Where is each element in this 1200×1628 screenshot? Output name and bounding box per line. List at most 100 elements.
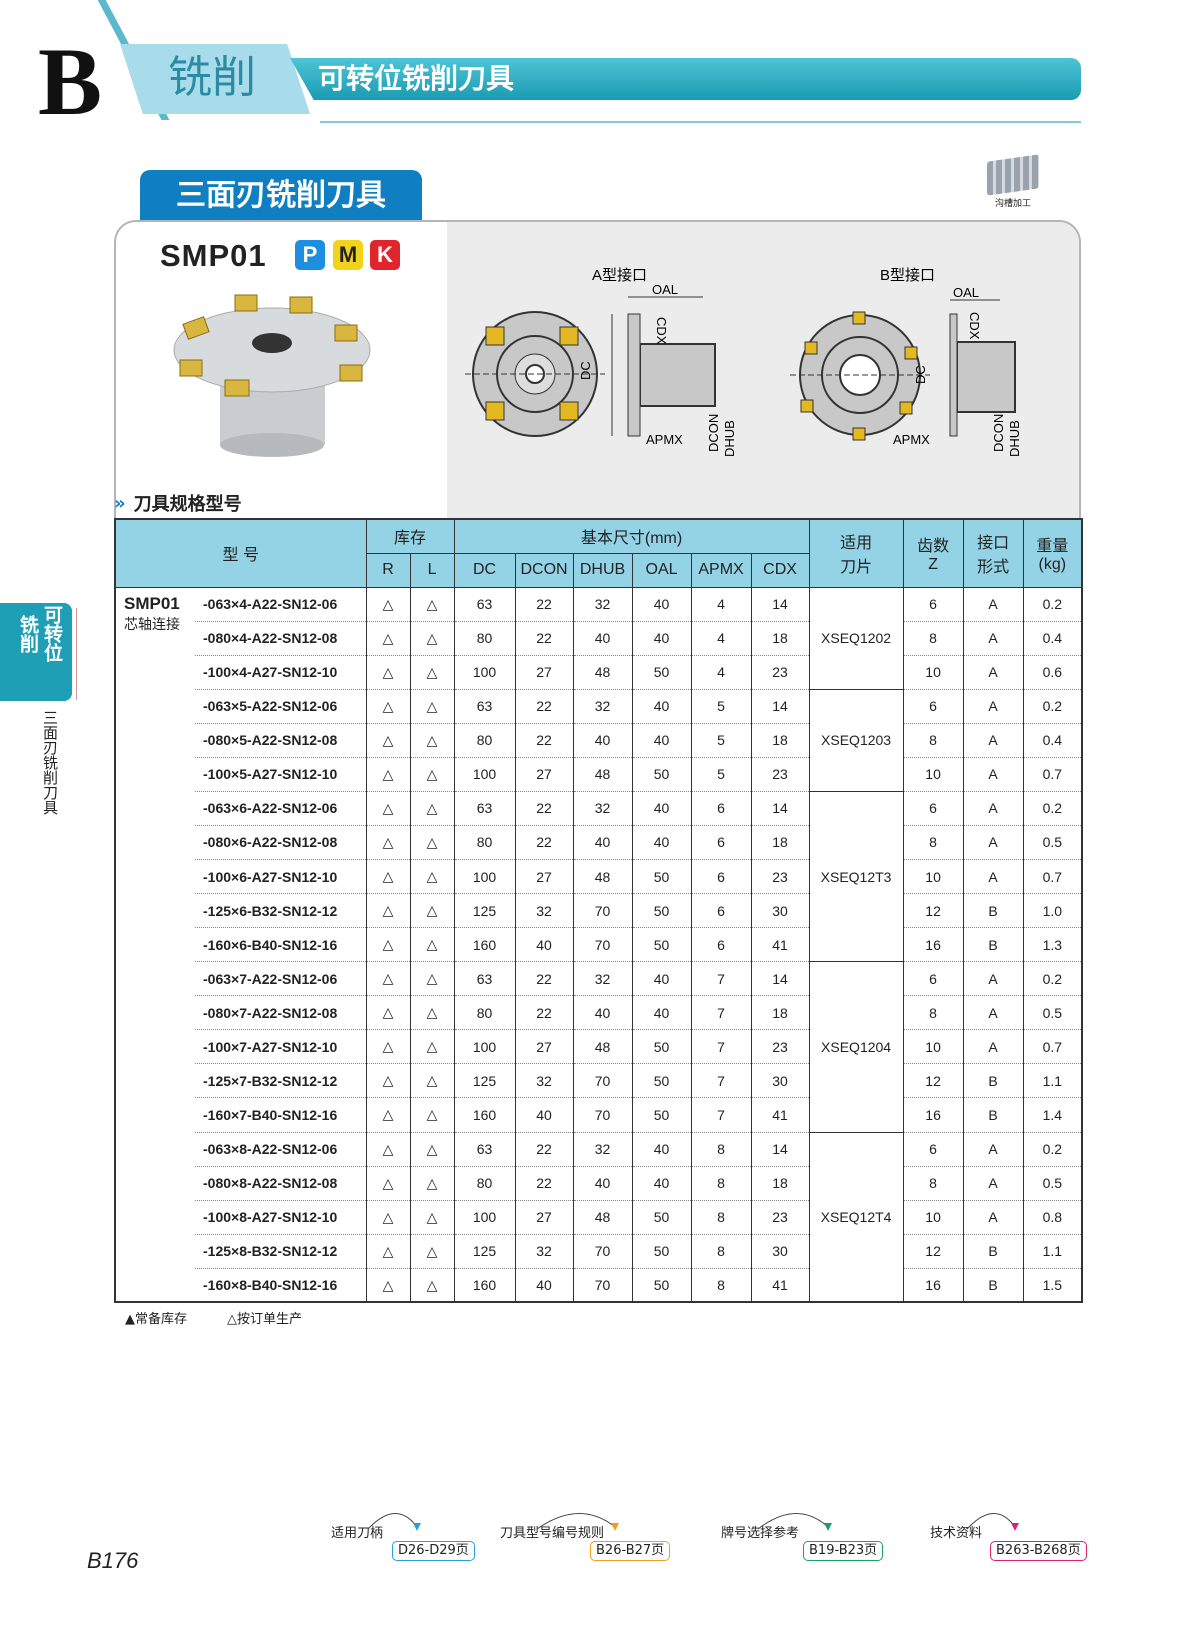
interface-cell: B [962,1268,1024,1304]
dim-apmx-b: APMX [893,432,930,447]
model-code-cell: -063×5-A22-SN12-06 [195,689,367,724]
stock-r-cell: △ [365,587,411,622]
side-chapter-tab[interactable]: 可转位 铣削 [0,603,72,701]
oal-cell: 40 [631,621,692,656]
model-code-cell: -160×6-B40-SN12-16 [195,927,367,963]
dc-cell: 160 [453,1268,516,1304]
stock-r-cell: △ [365,1097,411,1133]
table-row: -100×4-A27-SN12-10 △ △ 100 27 48 50 4 23 10 A 0.6 [115,655,1083,690]
dc-cell: 63 [453,961,516,997]
oal-cell: 50 [631,1029,692,1065]
teeth-cell: 8 [902,825,964,861]
apmx-cell: 8 [690,1166,752,1201]
oal-cell: 50 [631,655,692,690]
table-row: -100×8-A27-SN12-10 △ △ 100 27 48 50 8 23 10 A 0.8 [115,1200,1083,1235]
category-label: 铣削 [168,52,256,103]
model-code-cell: -100×8-A27-SN12-10 [195,1200,367,1235]
weight-cell: 0.2 [1022,689,1083,724]
dc-cell: 63 [453,1132,516,1167]
dcon-cell: 27 [514,655,574,690]
teeth-cell: 8 [902,1166,964,1201]
model-code-cell: -100×5-A27-SN12-10 [195,757,367,792]
dc-cell: 63 [453,689,516,724]
dc-cell: 80 [453,1166,516,1201]
groove-machining-label: 沟槽加工 [994,199,1031,209]
stock-l-cell: △ [409,893,455,929]
interface-cell: B [962,1234,1024,1269]
model-code-cell: -080×5-A22-SN12-08 [195,723,367,758]
oal-cell: 50 [631,1063,692,1099]
weight-cell: 1.5 [1022,1268,1083,1304]
reference-pages-link[interactable]: D26-D29页 [392,1541,475,1561]
double-chevron-icon: » [114,492,126,514]
dhub-cell: 32 [572,587,633,622]
weight-cell: 0.4 [1022,723,1083,758]
interface-cell: A [962,1200,1024,1235]
model-code-cell: -063×4-A22-SN12-06 [195,587,367,622]
reference-pages-link[interactable]: B26-B27页 [590,1541,671,1561]
curved-arrow-icon [536,1513,619,1531]
stock-r-cell: △ [365,995,411,1031]
header-dhub: DHUB [572,552,633,588]
dc-cell: 125 [453,1234,516,1269]
oal-cell: 50 [631,1234,692,1269]
model-code-cell: -080×4-A22-SN12-08 [195,621,367,656]
table-row: -080×5-A22-SN12-08 △ △ 80 22 40 40 5 18 8 A 0.4 [115,723,1083,758]
apmx-cell: 6 [690,825,752,861]
dcon-cell: 22 [514,689,574,724]
reference-pages-link[interactable]: B19-B23页 [803,1541,884,1561]
table-row: -125×6-B32-SN12-12 △ △ 125 32 70 50 6 30 12 B 1.0 [115,893,1083,929]
insert-cell: XSEQ1204 [808,961,904,1133]
teeth-cell: 6 [902,791,964,826]
dc-cell: 160 [453,1097,516,1133]
stock-legend: ▲常备库存 △按订单生产 [125,1308,302,1327]
apmx-cell: 5 [690,757,752,792]
dhub-cell: 70 [572,1063,633,1099]
cdx-cell: 30 [750,1063,810,1099]
dc-cell: 80 [453,723,516,758]
apmx-cell: 4 [690,621,752,656]
reference-pages-link[interactable]: B263-B268页 [990,1541,1087,1561]
cdx-cell: 14 [750,1132,810,1167]
header-dc: DC [453,552,516,588]
cdx-cell: 14 [750,791,810,826]
oal-cell: 40 [631,825,692,861]
cdx-cell: 18 [750,621,810,656]
teeth-cell: 12 [902,893,964,929]
dhub-cell: 40 [572,621,633,656]
cdx-cell: 18 [750,1166,810,1201]
table-row: -063×8-A22-SN12-06 △ △ 63 22 32 40 8 14 XSEQ12T4 6… [115,1132,1083,1303]
teeth-cell: 12 [902,1234,964,1269]
apmx-cell: 8 [690,1234,752,1269]
header-oal: OAL [631,552,692,588]
interface-cell: A [962,995,1024,1031]
stock-r-cell: △ [365,1200,411,1235]
stock-r-cell: △ [365,655,411,690]
cutter-front-view [790,311,930,441]
stock-r-cell: △ [365,859,411,895]
dim-dc-a: DC [578,361,593,380]
interface-cell: B [962,893,1024,929]
teeth-cell: 8 [902,995,964,1031]
oal-cell: 40 [631,961,692,997]
cdx-cell: 23 [750,859,810,895]
stock-l-cell: △ [409,1132,455,1167]
dhub-cell: 70 [572,893,633,929]
model-code-cell: -100×4-A27-SN12-10 [195,655,367,690]
oal-cell: 50 [631,1268,692,1304]
apmx-cell: 5 [690,723,752,758]
dcon-cell: 22 [514,995,574,1031]
dcon-cell: 27 [514,1029,574,1065]
stock-r-cell: △ [365,1234,411,1269]
stock-r-cell: △ [365,621,411,656]
apmx-cell: 7 [690,995,752,1031]
table-row: -125×7-B32-SN12-12 △ △ 125 32 70 50 7 30 12 B 1.1 [115,1063,1083,1099]
interface-cell: A [962,1029,1024,1065]
model-code-cell: -080×7-A22-SN12-08 [195,995,367,1031]
weight-cell: 0.5 [1022,825,1083,861]
teeth-cell: 8 [902,723,964,758]
stock-r-cell: △ [365,1166,411,1201]
weight-cell: 0.8 [1022,1200,1083,1235]
interface-cell: B [962,1063,1024,1099]
groove-machining-badge: 沟槽加工 [985,154,1041,209]
